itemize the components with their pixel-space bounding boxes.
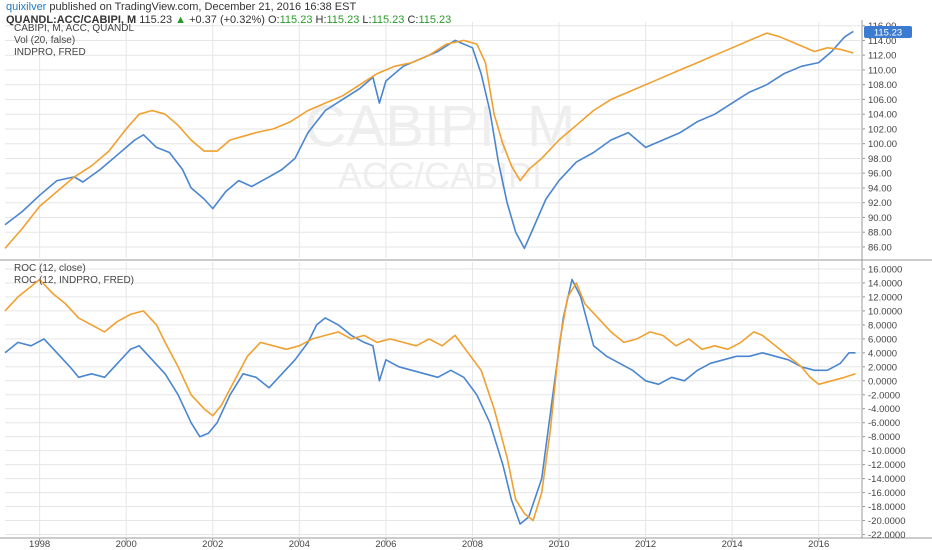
- y-tick-label: -16.0000: [868, 488, 906, 499]
- y-tick-label: 92.00: [868, 198, 892, 209]
- y-tick-label: -8.0000: [868, 432, 900, 443]
- up-arrow-icon: ▲: [175, 14, 187, 26]
- x-tick-label: 2000: [116, 539, 137, 550]
- legend-bottom: ROC (12, close) ROC (12, INDPRO, FRED): [14, 263, 134, 286]
- y-tick-label: 104.00: [868, 110, 897, 121]
- y-tick-label: 16.0000: [868, 264, 902, 275]
- legend-top-1: CABIPI, M, ACC, QUANDL: [14, 23, 134, 34]
- y-tick-label: -14.0000: [868, 474, 906, 485]
- y-tick-label: 112.00: [868, 51, 896, 62]
- y-tick-label: 108.00: [868, 80, 897, 91]
- y-tick-label: -12.0000: [868, 460, 906, 471]
- published-text: published on TradingView.com, December 2…: [49, 1, 357, 13]
- y-tick-label: 106.00: [868, 95, 897, 106]
- y-tick-label: -6.0000: [868, 418, 900, 429]
- y-tick-label: 10.0000: [868, 306, 902, 317]
- price-badge: 115.23: [864, 26, 912, 39]
- symbol-line: QUANDL:ACC/CABIPI, M 115.23 ▲ +0.37 (+0.…: [6, 14, 906, 27]
- legend-bottom-1: ROC (12, close): [14, 263, 86, 274]
- y-tick-label: 110.00: [868, 65, 896, 76]
- y-tick-label: 12.0000: [868, 292, 902, 303]
- price-change: +0.37 (+0.32%): [189, 14, 265, 26]
- y-tick-label: -2.0000: [868, 390, 900, 401]
- x-tick-label: 1998: [29, 539, 50, 550]
- high-value: 115.23: [326, 14, 360, 26]
- x-tick-label: 2016: [808, 539, 829, 550]
- y-tick-label: 90.00: [868, 213, 892, 224]
- y-tick-label: 8.0000: [868, 320, 897, 331]
- y-tick-label: 114.00: [868, 36, 896, 47]
- author-link[interactable]: quixilver: [6, 1, 47, 13]
- y-tick-label: 96.00: [868, 169, 892, 180]
- symbol-name[interactable]: QUANDL:ACC/CABIPI, M: [6, 14, 137, 26]
- y-tick-label: 0.0000: [868, 376, 897, 387]
- y-tick-label: 102.00: [868, 124, 897, 135]
- chart-header: quixilver published on TradingView.com, …: [6, 0, 906, 27]
- y-tick-label: -4.0000: [868, 404, 900, 415]
- y-tick-label: 94.00: [868, 183, 892, 194]
- legend-top: CABIPI, M, ACC, QUANDL Vol (20, false) I…: [14, 23, 134, 58]
- series-line-orange-top: [4, 32, 854, 249]
- y-tick-label: 2.0000: [868, 362, 897, 373]
- y-tick-label: 86.00: [868, 242, 892, 253]
- y-tick-label: 88.00: [868, 228, 892, 239]
- last-price: 115.23: [139, 14, 173, 26]
- price-badge-text: 115.23: [874, 28, 902, 39]
- x-tick-label: 2010: [548, 539, 569, 550]
- y-tick-label: 6.0000: [868, 334, 897, 345]
- low-value: 115.23: [371, 14, 405, 26]
- series-line-orange-bottom: [4, 278, 856, 522]
- y-tick-label: -20.0000: [868, 516, 906, 527]
- grid: [0, 20, 932, 539]
- close-label: C:: [407, 14, 419, 26]
- series-line-blue-bottom: [4, 278, 856, 525]
- y-tick-label: -10.0000: [868, 446, 906, 457]
- watermark: CABIPI, M ACC/CABIPI: [305, 94, 576, 196]
- open-label: O:: [267, 14, 280, 26]
- x-tick-label: 2004: [289, 539, 310, 550]
- y-tick-label: -18.0000: [868, 502, 906, 513]
- high-label: H:: [315, 14, 327, 26]
- x-tick-label: 2002: [202, 539, 223, 550]
- legend-top-2: Vol (20, false): [14, 35, 75, 46]
- open-value: 115.23: [279, 14, 313, 26]
- y-tick-label: 4.0000: [868, 348, 897, 359]
- y-tick-label: 100.00: [868, 139, 897, 150]
- x-tick-label: 2006: [375, 539, 396, 550]
- y-tick-label: 14.0000: [868, 278, 902, 289]
- watermark-line1: CABIPI, M: [305, 94, 576, 159]
- y-tick-label: 98.00: [868, 154, 892, 165]
- price-axis[interactable]: 86.00 88.00 90.00 92.00 94.00 96.00 98.00 100.0…: [862, 21, 906, 541]
- x-tick-label: 2008: [462, 539, 483, 550]
- publish-line: quixilver published on TradingView.com, …: [6, 1, 906, 14]
- close-value: 115.23: [418, 14, 452, 26]
- low-label: L:: [362, 14, 372, 26]
- y-tick-label: -22.0000: [868, 530, 906, 541]
- series-lines: [4, 30, 856, 525]
- legend-bottom-2: ROC (12, INDPRO, FRED): [14, 275, 134, 286]
- x-tick-label: 2014: [722, 539, 743, 550]
- watermark-line2: ACC/CABIPI: [338, 155, 542, 196]
- time-axis[interactable]: 1998 2000 2002 2004 2006 2008 2010 2012 2014 2016: [29, 538, 829, 550]
- legend-top-3: INDPRO, FRED: [14, 47, 86, 58]
- price-badge-bg: [864, 26, 912, 38]
- x-tick-label: 2012: [635, 539, 656, 550]
